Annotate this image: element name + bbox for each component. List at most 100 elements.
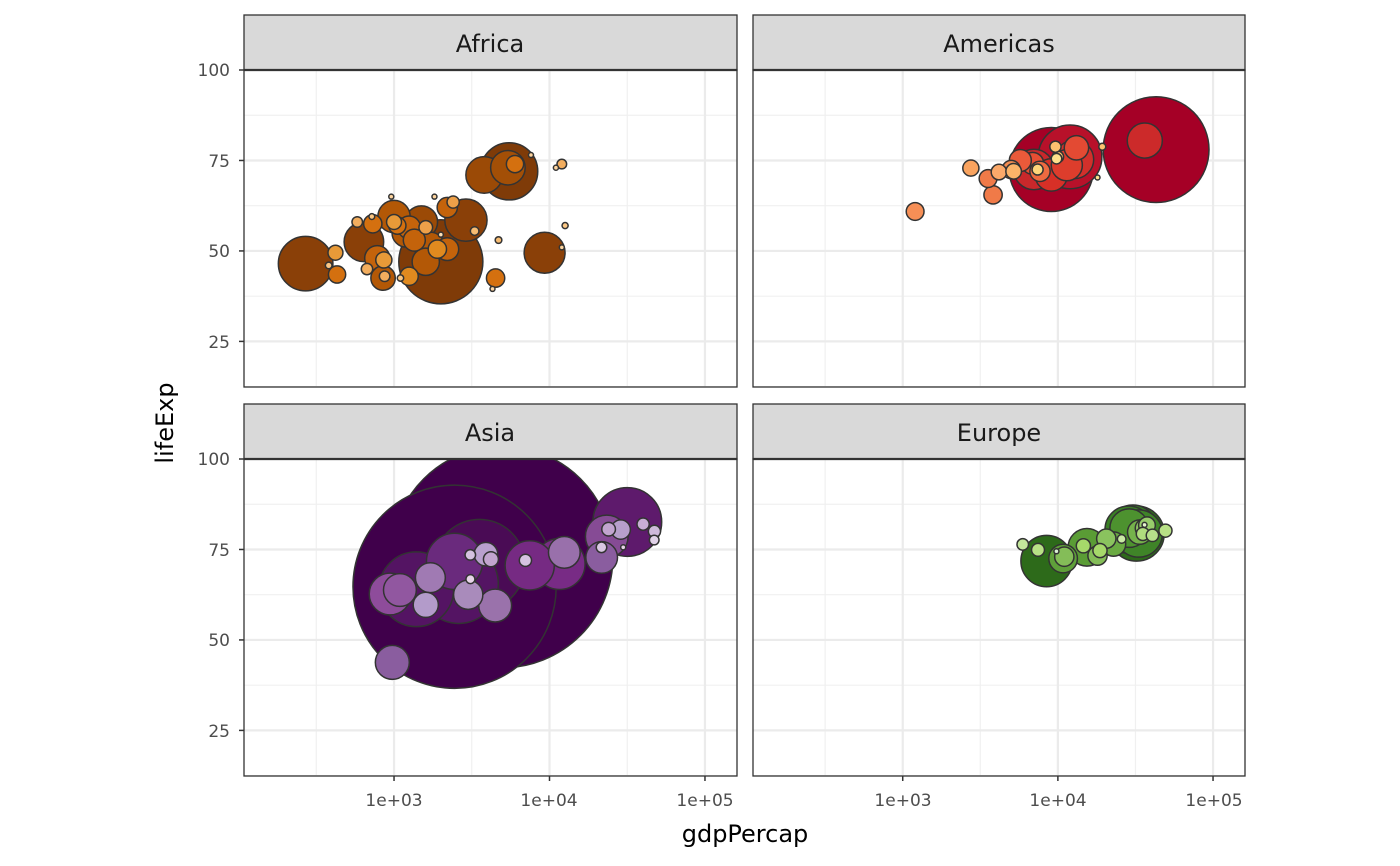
points-americas	[905, 95, 1210, 222]
data-point	[412, 591, 440, 619]
data-point	[368, 212, 376, 221]
data-point	[1031, 163, 1044, 176]
data-point	[494, 235, 503, 245]
data-point	[375, 251, 393, 269]
data-point	[464, 548, 477, 561]
data-point	[446, 195, 460, 209]
data-point	[452, 579, 484, 611]
data-point	[552, 164, 560, 172]
data-point	[905, 201, 925, 222]
x-tick-label-right-1e3: 1e+03	[874, 791, 931, 811]
panel-asia	[239, 403, 738, 781]
strip-background	[752, 14, 1246, 71]
data-point	[561, 221, 569, 230]
data-point	[1075, 538, 1092, 554]
data-point	[983, 184, 1003, 205]
data-point	[1098, 142, 1107, 151]
y-tick-label-bottom-50: 50	[208, 631, 230, 651]
data-point	[477, 588, 513, 623]
data-point	[619, 543, 627, 551]
strip-background	[243, 14, 738, 71]
data-point	[505, 154, 525, 174]
y-tick-label-bottom-25: 25	[208, 722, 230, 742]
x-tick-label-left-1e3: 1e+03	[365, 791, 422, 811]
panel-americas	[752, 14, 1246, 388]
data-point	[277, 235, 334, 292]
data-point	[465, 573, 476, 585]
data-point	[1126, 122, 1164, 159]
data-point	[595, 541, 608, 554]
data-point	[523, 231, 566, 274]
data-point	[636, 517, 650, 531]
data-point	[360, 262, 374, 276]
x-tick-label-right-1e5: 1e+05	[1185, 791, 1242, 811]
data-point	[601, 521, 617, 537]
data-point	[431, 193, 438, 200]
panel-africa	[239, 14, 738, 388]
strip-label-europe: Europe	[957, 419, 1041, 447]
panel-background	[244, 70, 737, 387]
x-tick-label-left-1e5: 1e+05	[676, 791, 733, 811]
data-point	[1158, 523, 1173, 538]
data-point	[414, 562, 447, 594]
x-tick-label-right-1e4: 1e+04	[1029, 791, 1086, 811]
points-asia	[352, 459, 663, 690]
data-point	[1141, 521, 1148, 529]
data-point	[1063, 134, 1090, 161]
data-point	[378, 270, 391, 283]
data-point	[388, 193, 395, 200]
strip-background	[752, 403, 1246, 460]
data-point	[351, 215, 364, 229]
data-point	[1145, 528, 1160, 543]
data-point	[1005, 162, 1023, 180]
data-point	[556, 158, 568, 170]
data-point	[527, 151, 535, 159]
data-point	[990, 163, 1008, 181]
data-point	[402, 228, 427, 252]
panel-background	[753, 459, 1245, 776]
data-point	[1092, 542, 1108, 559]
strip-label-africa: Africa	[456, 30, 524, 58]
data-point	[374, 644, 411, 681]
data-point	[1050, 152, 1063, 165]
data-point	[547, 535, 581, 569]
strip-label-asia: Asia	[465, 419, 515, 447]
y-tick-label-bottom-100: 100	[198, 450, 230, 470]
data-point	[1116, 533, 1127, 545]
y-tick-label-bottom-75: 75	[208, 541, 230, 561]
y-tick-label-top-100: 100	[198, 61, 230, 81]
data-point	[324, 261, 333, 270]
points-europe	[1016, 504, 1173, 588]
data-point	[518, 553, 533, 568]
y-axis-title: lifeExp	[151, 382, 179, 463]
panel-europe	[752, 403, 1246, 781]
data-point	[482, 551, 500, 568]
data-point	[418, 219, 434, 235]
y-tick-label-top-25: 25	[208, 333, 230, 353]
data-point	[1016, 537, 1030, 551]
data-point	[1049, 140, 1062, 154]
data-point	[485, 268, 506, 288]
y-tick-label-top-50: 50	[208, 242, 230, 262]
strip-label-americas: Americas	[943, 30, 1055, 58]
data-point	[489, 285, 496, 293]
data-point	[1053, 548, 1060, 555]
data-point	[327, 265, 347, 284]
data-point	[1030, 542, 1046, 558]
data-point	[648, 534, 660, 546]
data-point	[382, 572, 418, 608]
data-point	[396, 274, 405, 283]
data-point	[469, 225, 480, 237]
data-point	[437, 231, 445, 238]
data-point	[327, 244, 344, 261]
data-point	[427, 239, 448, 260]
data-point	[962, 159, 980, 177]
y-tick-label-top-75: 75	[208, 152, 230, 172]
points-africa	[277, 141, 569, 305]
data-point	[558, 244, 566, 251]
x-tick-label-left-1e4: 1e+04	[520, 791, 577, 811]
data-point	[1094, 174, 1101, 181]
strip-background	[243, 403, 738, 460]
x-axis-title: gdpPercap	[682, 820, 809, 848]
